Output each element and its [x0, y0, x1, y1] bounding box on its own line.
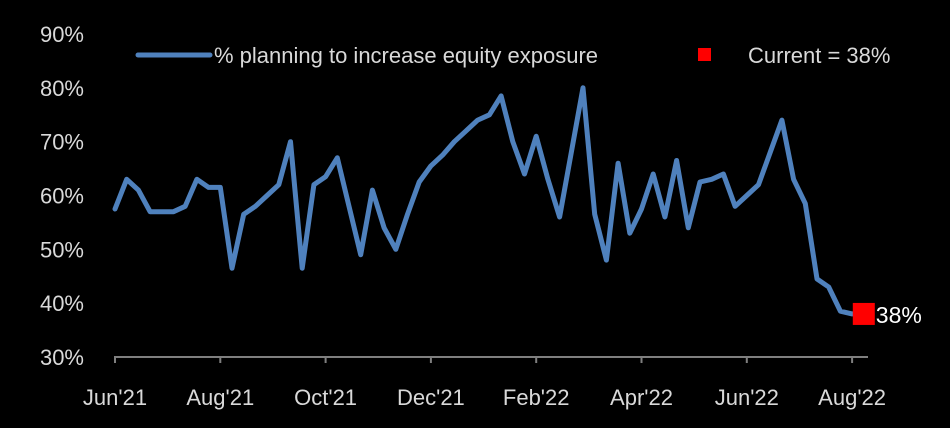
y-tick-label: 50% [40, 237, 84, 262]
x-tick-label: Aug'21 [186, 385, 254, 410]
legend: % planning to increase equity exposure C… [135, 43, 890, 68]
x-axis: Jun'21 Aug'21 Oct'21 Dec'21 Feb'22 Apr'22 Jun'… [83, 356, 886, 410]
current-marker [852, 302, 875, 325]
legend-current-label: Current = 38% [748, 43, 890, 68]
legend-current-swatch [698, 48, 711, 61]
y-tick-label: 70% [40, 130, 84, 155]
x-tick-label: Jun'22 [715, 385, 779, 410]
x-tick-label: Feb'22 [503, 385, 570, 410]
series-line [112, 85, 867, 317]
current-value-label: 38% [876, 302, 922, 328]
y-tick-label: 80% [40, 76, 84, 101]
x-tick-label: Aug'22 [818, 385, 886, 410]
x-tick-label: Oct'21 [294, 385, 357, 410]
y-tick-label: 30% [40, 345, 84, 370]
x-tick-label: Jun'21 [83, 385, 147, 410]
series-layer: 38% [112, 85, 922, 328]
y-axis: 30% 40% 50% 60% 70% 80% 90% [40, 22, 84, 370]
y-tick-label: 60% [40, 184, 84, 209]
x-tick-label: Apr'22 [610, 385, 673, 410]
legend-series-label: % planning to increase equity exposure [214, 43, 598, 68]
y-tick-label: 40% [40, 291, 84, 316]
x-tick-label: Dec'21 [397, 385, 465, 410]
y-tick-label: 90% [40, 22, 84, 47]
